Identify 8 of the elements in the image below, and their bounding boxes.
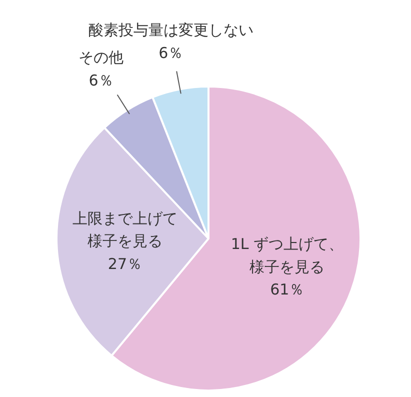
slice-label: 上限まで上げて様子を見る xyxy=(72,209,178,250)
slice-label: 1L ずつ上げて、様子を見る xyxy=(230,235,344,276)
data-label: 6％ xyxy=(88,71,114,90)
data-label: 6％ xyxy=(158,44,184,62)
slice-label: 酸素投与量は変更しない xyxy=(88,21,254,40)
data-label: 61％ xyxy=(270,280,304,299)
slice-label: その他 xyxy=(78,48,124,67)
data-label: 27％ xyxy=(108,254,142,273)
